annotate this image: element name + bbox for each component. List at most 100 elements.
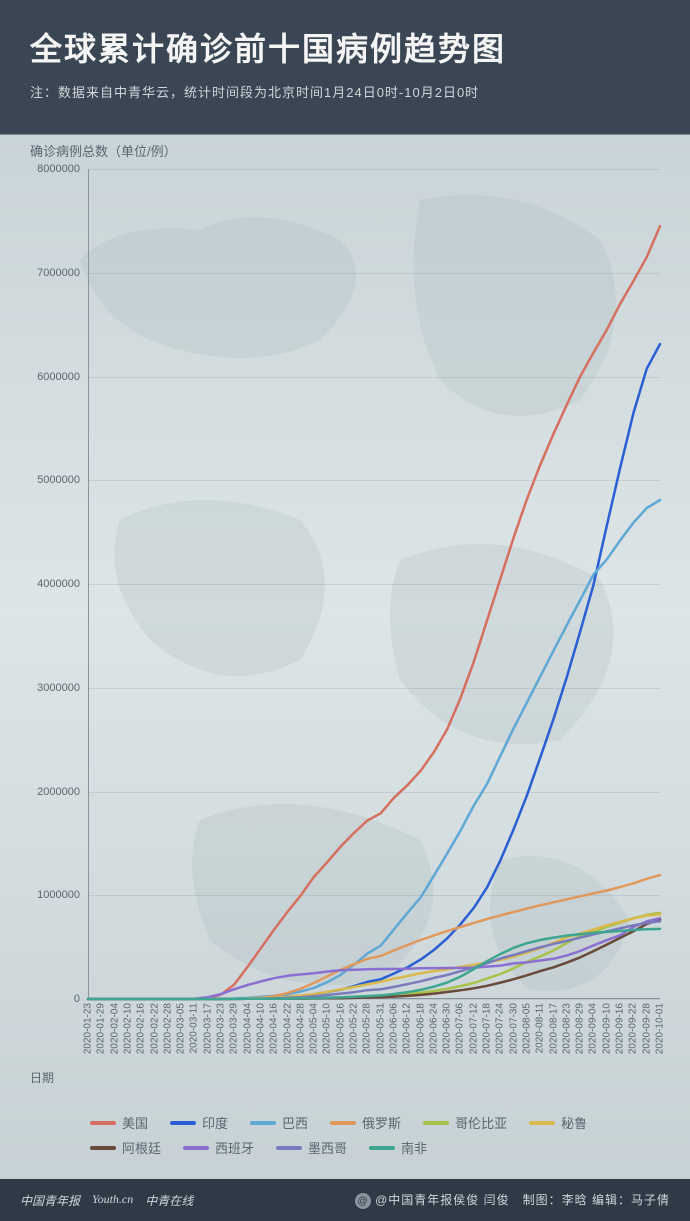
y-tick-label: 8000000 bbox=[37, 163, 80, 175]
legend: 美国 印度 巴西 俄罗斯 哥伦比亚 秘鲁阿根廷 西班牙 墨西哥 南非 bbox=[90, 1113, 660, 1157]
footer-logos: 中国青年报 Youth.cn 中青在线 bbox=[20, 1192, 193, 1209]
page-title: 全球累计确诊前十国病例趋势图 bbox=[30, 24, 660, 70]
x-tick-label: 2020-08-17 bbox=[548, 1003, 559, 1054]
x-tick-label: 2020-03-17 bbox=[202, 1003, 213, 1054]
series-line bbox=[88, 920, 660, 999]
x-tick-label: 2020-04-22 bbox=[282, 1003, 293, 1054]
x-tick-label: 2020-02-04 bbox=[109, 1003, 120, 1054]
legend-swatch bbox=[330, 1121, 356, 1125]
legend-swatch bbox=[170, 1121, 196, 1125]
footer-credits: @ @中国青年报侯俊 闫俊 制图：李晗 编辑：马子倩 bbox=[355, 1191, 670, 1210]
x-tick-label: 2020-08-29 bbox=[575, 1003, 586, 1054]
legend-label: 巴西 bbox=[282, 1113, 308, 1132]
x-tick-label: 2020-03-23 bbox=[216, 1003, 227, 1054]
legend-label: 秘鲁 bbox=[561, 1113, 587, 1132]
x-tick-label: 2020-02-28 bbox=[162, 1003, 173, 1054]
series-line bbox=[88, 344, 660, 999]
legend-label: 南非 bbox=[401, 1138, 427, 1157]
x-tick-label: 2020-07-24 bbox=[495, 1003, 506, 1054]
legend-label: 阿根廷 bbox=[122, 1138, 161, 1157]
legend-label: 墨西哥 bbox=[308, 1138, 347, 1157]
y-axis-title: 确诊病例总数（单位/例） bbox=[30, 141, 177, 160]
series-line bbox=[88, 913, 660, 999]
x-tick-label: 2020-05-04 bbox=[309, 1003, 320, 1054]
x-tick-label: 2020-01-29 bbox=[96, 1003, 107, 1054]
legend-swatch bbox=[423, 1121, 449, 1125]
footer-handle: @中国青年报侯俊 闫俊 bbox=[375, 1193, 510, 1207]
legend-item: 南非 bbox=[369, 1138, 427, 1157]
logo-3: 中青在线 bbox=[145, 1192, 193, 1209]
legend-item: 俄罗斯 bbox=[330, 1113, 401, 1132]
y-tick-label: 3000000 bbox=[37, 682, 80, 694]
legend-item: 哥伦比亚 bbox=[423, 1113, 507, 1132]
x-tick-label: 2020-06-18 bbox=[415, 1003, 426, 1054]
x-tick-label: 2020-06-24 bbox=[428, 1003, 439, 1054]
chart: 确诊病例总数（单位/例） 010000002000000300000040000… bbox=[30, 141, 660, 1111]
x-tick-label: 2020-08-05 bbox=[521, 1003, 532, 1054]
x-tick-label: 2020-07-12 bbox=[468, 1003, 479, 1054]
legend-swatch bbox=[183, 1146, 209, 1150]
header: 全球累计确诊前十国病例趋势图 注：数据来自中青华云，统计时间段为北京时间1月24… bbox=[0, 0, 690, 111]
x-tick-label: 2020-04-10 bbox=[255, 1003, 266, 1054]
logo-2: Youth.cn bbox=[92, 1192, 133, 1209]
legend-label: 哥伦比亚 bbox=[455, 1113, 507, 1132]
x-tick-label: 2020-01-23 bbox=[83, 1003, 94, 1054]
x-tick-label: 2020-03-05 bbox=[176, 1003, 187, 1054]
legend-label: 俄罗斯 bbox=[362, 1113, 401, 1132]
y-tick-label: 2000000 bbox=[37, 786, 80, 798]
legend-swatch bbox=[529, 1121, 555, 1125]
x-tick-label: 2020-10-01 bbox=[655, 1003, 666, 1054]
y-tick-label: 0 bbox=[74, 993, 80, 1005]
logo-1: 中国青年报 bbox=[20, 1192, 80, 1209]
legend-item: 阿根廷 bbox=[90, 1138, 161, 1157]
x-tick-label: 2020-06-30 bbox=[442, 1003, 453, 1054]
x-tick-label: 2020-04-16 bbox=[269, 1003, 280, 1054]
weibo-icon: @ bbox=[355, 1193, 371, 1209]
y-tick-label: 1000000 bbox=[37, 889, 80, 901]
x-tick-label: 2020-06-12 bbox=[402, 1003, 413, 1054]
x-tick-label: 2020-07-06 bbox=[455, 1003, 466, 1054]
x-tick-label: 2020-05-10 bbox=[322, 1003, 333, 1054]
x-tick-label: 2020-06-06 bbox=[388, 1003, 399, 1054]
x-tick-label: 2020-05-22 bbox=[349, 1003, 360, 1054]
footer-credit-text: 制图：李晗 编辑：马子倩 bbox=[523, 1193, 670, 1207]
legend-item: 墨西哥 bbox=[276, 1138, 347, 1157]
x-tick-label: 2020-09-16 bbox=[615, 1003, 626, 1054]
footer: 中国青年报 Youth.cn 中青在线 @ @中国青年报侯俊 闫俊 制图：李晗 编… bbox=[0, 1179, 690, 1221]
x-tick-label: 2020-05-16 bbox=[335, 1003, 346, 1054]
x-tick-label: 2020-04-28 bbox=[295, 1003, 306, 1054]
x-axis-title: 日期 bbox=[30, 1069, 54, 1086]
legend-item: 秘鲁 bbox=[529, 1113, 587, 1132]
x-tick-label: 2020-05-28 bbox=[362, 1003, 373, 1054]
legend-swatch bbox=[250, 1121, 276, 1125]
legend-item: 西班牙 bbox=[183, 1138, 254, 1157]
x-tick-label: 2020-08-11 bbox=[535, 1003, 546, 1053]
legend-label: 美国 bbox=[122, 1113, 148, 1132]
x-tick-label: 2020-05-31 bbox=[375, 1003, 386, 1054]
x-tick-label: 2020-03-29 bbox=[229, 1003, 240, 1054]
legend-label: 印度 bbox=[202, 1113, 228, 1132]
chart-lines bbox=[88, 169, 660, 999]
legend-swatch bbox=[90, 1121, 116, 1125]
x-tick-label: 2020-02-22 bbox=[149, 1003, 160, 1054]
series-line bbox=[88, 500, 660, 999]
x-tick-label: 2020-07-30 bbox=[508, 1003, 519, 1054]
legend-label: 西班牙 bbox=[215, 1138, 254, 1157]
y-tick-label: 7000000 bbox=[37, 267, 80, 279]
legend-swatch bbox=[90, 1146, 116, 1150]
x-tick-label: 2020-02-16 bbox=[136, 1003, 147, 1054]
x-tick-label: 2020-09-04 bbox=[588, 1003, 599, 1054]
legend-item: 美国 bbox=[90, 1113, 148, 1132]
legend-swatch bbox=[369, 1146, 395, 1150]
legend-swatch bbox=[276, 1146, 302, 1150]
y-tick-label: 6000000 bbox=[37, 371, 80, 383]
legend-item: 巴西 bbox=[250, 1113, 308, 1132]
page-subtitle: 注：数据来自中青华云，统计时间段为北京时间1月24日0时-10月2日0时 bbox=[30, 82, 660, 101]
x-tick-label: 2020-09-28 bbox=[641, 1003, 652, 1054]
x-tick-label: 2020-07-18 bbox=[482, 1003, 493, 1054]
x-tick-label: 2020-09-22 bbox=[628, 1003, 639, 1054]
x-tick-label: 2020-04-04 bbox=[242, 1003, 253, 1054]
legend-item: 印度 bbox=[170, 1113, 228, 1132]
x-tick-label: 2020-08-23 bbox=[561, 1003, 572, 1054]
x-tick-label: 2020-03-11 bbox=[189, 1003, 200, 1053]
